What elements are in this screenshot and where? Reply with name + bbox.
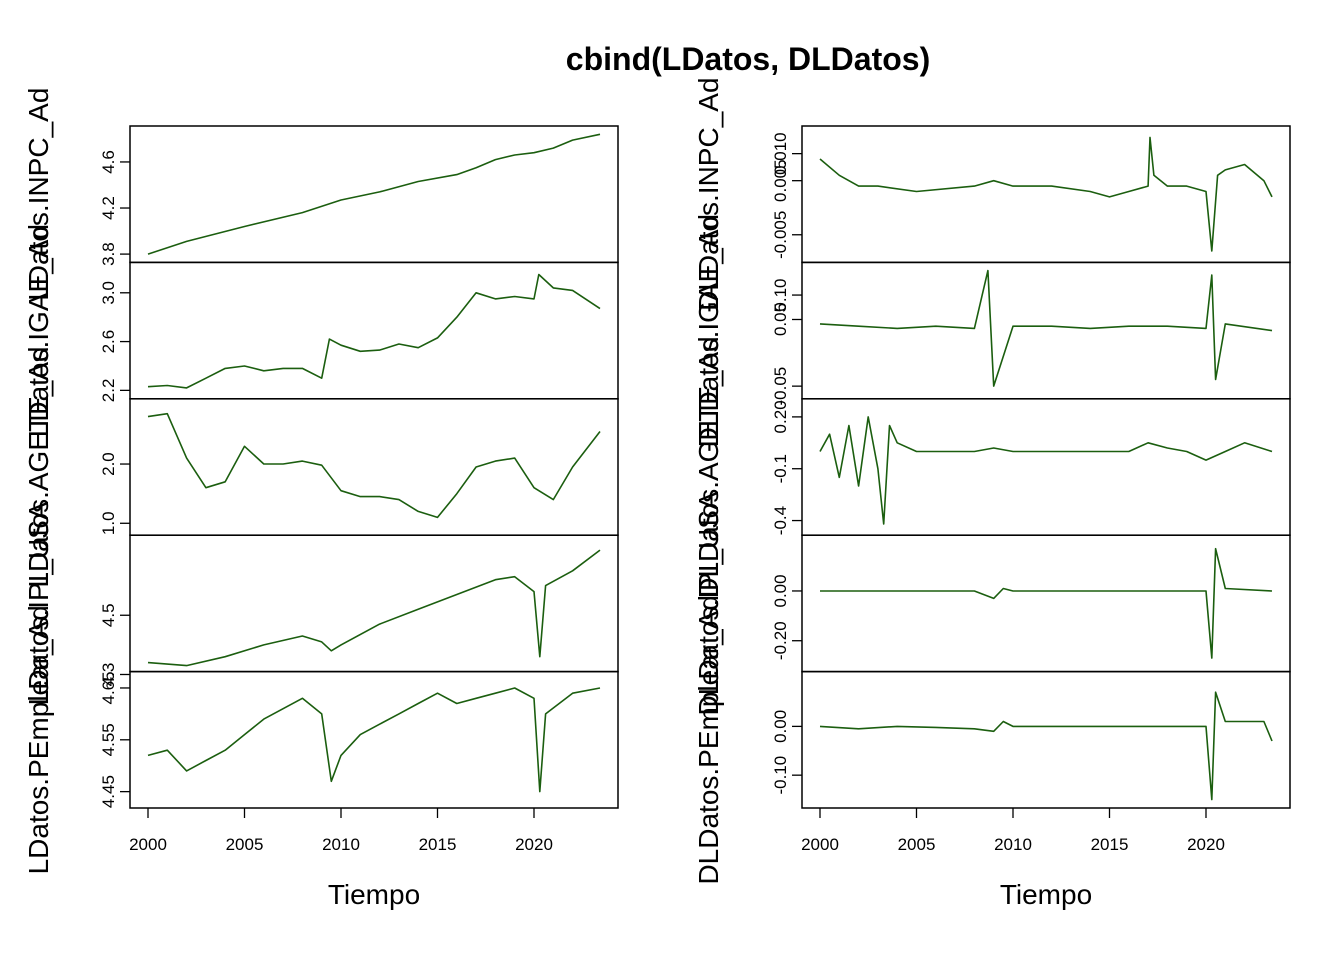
panel-frame [129,261,619,400]
panel-ylabel: LDatos.PEmplear_Ad [23,605,54,874]
panel-ylabel: LDatos.AGETE_Ad [23,346,54,587]
x-tick-label: 2020 [515,835,553,854]
x-axis-title: Tiempo [1000,879,1092,910]
y-tick-label: 2.2 [99,379,118,403]
y-tick-label: 4.5 [99,603,118,627]
y-tick-label: -0.20 [771,621,790,660]
series-line [819,691,1273,801]
panel-ylabel: LDatos.IGAE_Ad [23,224,54,437]
y-tick-label: -0.1 [771,454,790,483]
y-tick-label: 4.45 [99,775,118,808]
series-line [147,273,601,389]
x-tick-label: 2000 [129,835,167,854]
panel-frame [801,398,1291,536]
x-tick-label: 2010 [994,835,1032,854]
x-tick-label: 2020 [1187,835,1225,854]
y-tick-label: 0.10 [771,279,790,312]
y-tick-label: 0.00 [771,574,790,607]
x-tick-label: 2000 [801,835,839,854]
panel-ylabel: DLDatos.IPI_USA [693,491,724,715]
panel-ylabel: LDatos.IPI_USA [23,501,54,705]
panel-ylabel: DLDatos.AGETE_Ad [693,336,724,597]
y-tick-label: 4.3 [99,663,118,687]
y-tick-label: 1.0 [99,511,118,535]
panel-ylabel: DLDatos.INPC_Ad [693,77,724,310]
x-tick-label: 2015 [1091,835,1129,854]
panel-ylabel: DLDatos.PEmplear_Ad [693,595,724,884]
panel-frame [129,125,619,264]
y-tick-label: -0.05 [771,367,790,406]
y-tick-label: -0.10 [771,756,790,795]
y-tick-label: 2.6 [99,330,118,354]
x-axis-title: Tiempo [328,879,420,910]
series-line [820,547,1273,659]
series-line [147,133,601,255]
y-tick-label: 3.8 [99,242,118,266]
panel-ylabel: LDatos.INPC_Ad [23,88,54,301]
panel-frame [129,398,619,536]
chart-title: cbind(LDatos, DLDatos) [566,41,930,77]
y-tick-label: 4.65 [99,671,118,704]
panel-frame [801,261,1291,400]
x-tick-label: 2010 [322,835,360,854]
series-line [147,412,601,519]
series-line [819,269,1273,387]
series-line [819,416,1273,525]
panel-ylabel: DLDatos.IGAE_Ad [693,214,724,447]
y-tick-label: 0.005 [771,159,790,202]
y-tick-label: 0.20 [771,400,790,433]
y-tick-label: 0.05 [771,303,790,336]
y-tick-label: 2.0 [99,452,118,476]
x-tick-label: 2015 [419,835,457,854]
series-line [819,136,1273,252]
y-tick-label: 3.0 [99,281,118,305]
y-tick-label: 4.2 [99,196,118,220]
x-tick-label: 2005 [226,835,264,854]
x-tick-label: 2005 [898,835,936,854]
series-line [147,549,601,667]
series-line [147,687,601,793]
left-column: 3.8 4.2 4.6 LDatos.INPC_Ad 2.2 2.6 3.0 LDatos.I… [23,88,619,910]
y-tick-label: 4.55 [99,723,118,756]
panel-frame [801,670,1291,809]
y-tick-label: -0.4 [771,506,790,535]
y-tick-label: 4.6 [99,150,118,174]
y-tick-label: 0.010 [771,132,790,175]
y-tick-label: 0.00 [771,710,790,743]
y-tick-label: -0.005 [771,211,790,259]
panel-frame [129,670,619,809]
